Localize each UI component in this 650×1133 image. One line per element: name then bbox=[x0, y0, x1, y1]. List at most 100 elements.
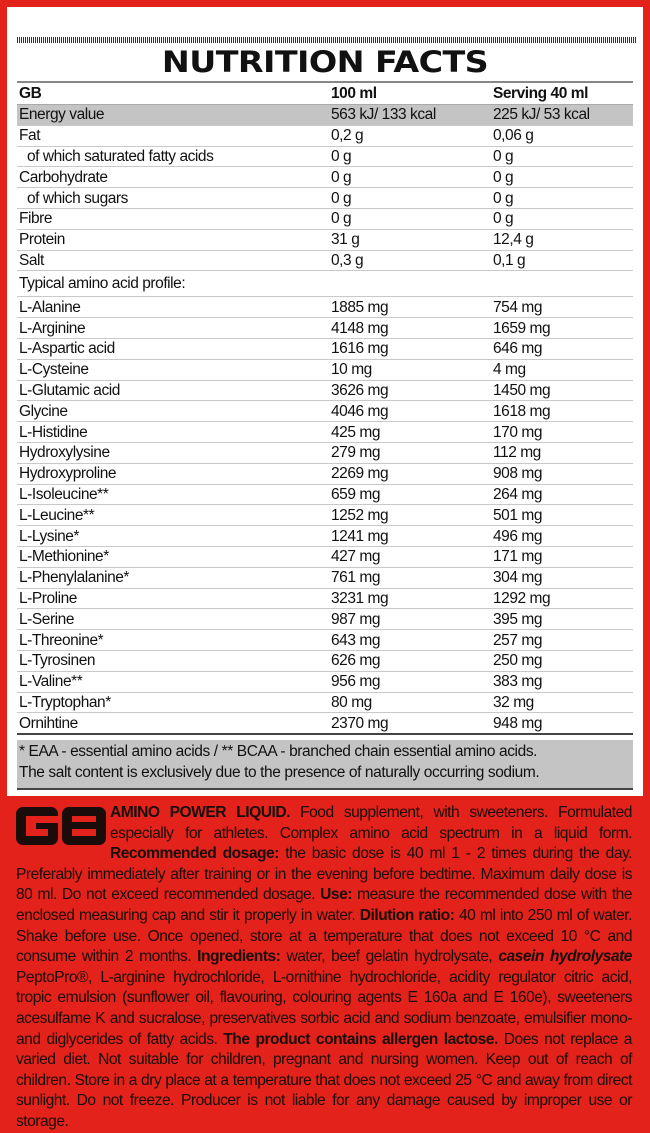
table-row: Ornihtine 2370 mg 948 mg bbox=[17, 712, 633, 736]
value-100ml: 80 mg bbox=[329, 692, 491, 714]
nutrient-name: L-Arginine bbox=[17, 317, 329, 339]
value-100ml: 0,3 g bbox=[329, 250, 491, 272]
table-row: L-Leucine** 1252 mg 501 mg bbox=[17, 504, 633, 527]
value-serving: 754 mg bbox=[491, 296, 633, 319]
table-row: L-Cysteine 10 mg 4 mg bbox=[17, 359, 633, 381]
gb-logo bbox=[16, 807, 106, 845]
value-100ml: 2370 mg bbox=[329, 712, 491, 736]
table-row: Salt 0,3 g 0,1 g bbox=[17, 250, 633, 272]
value-serving: 0 g bbox=[491, 166, 633, 189]
nutrient-name: L-Cysteine bbox=[17, 359, 329, 381]
table-row: L-Aspartic acid 1616 mg 646 mg bbox=[17, 338, 633, 360]
info-segment: Dilution ratio: bbox=[359, 906, 455, 924]
value-serving: 304 mg bbox=[491, 567, 633, 589]
table-row: L-Serine 987 mg 395 mg bbox=[17, 608, 633, 631]
nutrient-name: Ornihtine bbox=[17, 712, 329, 736]
value-serving: 257 mg bbox=[491, 629, 633, 651]
value-100ml: 0,2 g bbox=[329, 125, 491, 147]
table-header: GB 100 ml Serving 40 ml bbox=[17, 81, 633, 105]
value-serving: 4 mg bbox=[491, 359, 633, 381]
nutrient-name: L-Histidine bbox=[17, 421, 329, 443]
value-serving: 112 mg bbox=[491, 442, 633, 464]
value-100ml: 10 mg bbox=[329, 359, 491, 381]
nutrient-name: L-Methionine* bbox=[17, 546, 329, 568]
value-serving: 496 mg bbox=[491, 525, 633, 547]
info-segment: Recommended dosage: bbox=[110, 845, 279, 863]
info-segment: Ingredients: bbox=[197, 948, 281, 966]
nutrient-name: Hydroxylysine bbox=[17, 442, 329, 464]
value-100ml: 1252 mg bbox=[329, 504, 491, 527]
nutrient-name: L-Leucine** bbox=[17, 504, 329, 527]
table-row: Fat 0,2 g 0,06 g bbox=[17, 125, 633, 147]
table-row: L-Glutamic acid 3626 mg 1450 mg bbox=[17, 380, 633, 402]
value-100ml: 1241 mg bbox=[329, 525, 491, 547]
nutrient-name: L-Valine** bbox=[17, 671, 329, 693]
header-col-100ml: 100 ml bbox=[329, 81, 491, 105]
value-serving: 0 g bbox=[491, 146, 633, 168]
value-serving: 250 mg bbox=[491, 650, 633, 672]
nutrient-name: Hydroxyproline bbox=[17, 463, 329, 485]
info-segment: The product contains allergen lactose. bbox=[223, 1030, 498, 1048]
table-row: L-Proline 3231 mg 1292 mg bbox=[17, 588, 633, 610]
table-row: Energy value 563 kJ/ 133 kcal 225 kJ/ 53 k… bbox=[17, 104, 633, 126]
nutrient-name: L-Lysine* bbox=[17, 525, 329, 547]
page-title: NUTRITION FACTS bbox=[161, 45, 489, 79]
nutrient-name: L-Proline bbox=[17, 588, 329, 610]
value-serving: 0 g bbox=[491, 208, 633, 230]
nutrient-name: Salt bbox=[17, 250, 329, 272]
value-100ml: 626 mg bbox=[329, 650, 491, 672]
value-serving: 501 mg bbox=[491, 504, 633, 527]
value-serving: 1292 mg bbox=[491, 588, 633, 610]
value-100ml: 279 mg bbox=[329, 442, 491, 464]
info-segment: 40 ml into 250 ml of water. Shake before… bbox=[16, 906, 633, 966]
info-segment: AMINO POWER LIQUID. bbox=[110, 804, 290, 821]
value-serving: 32 mg bbox=[491, 692, 633, 714]
table-row: L-Threonine* 643 mg 257 mg bbox=[17, 629, 633, 651]
nutrient-name: Fat bbox=[17, 125, 329, 147]
footnote: The salt content is exclusively due to t… bbox=[19, 764, 540, 781]
nutrient-name: Carbohydrate bbox=[17, 166, 329, 189]
nutrient-name: L-Threonine* bbox=[17, 629, 329, 651]
nutrient-name: L-Glutamic acid bbox=[17, 380, 329, 402]
table-row: Hydroxylysine 279 mg 112 mg bbox=[17, 442, 633, 464]
nutrient-name: L-Phenylalanine* bbox=[17, 567, 329, 589]
value-serving: 908 mg bbox=[491, 463, 633, 485]
value-100ml: 3626 mg bbox=[329, 380, 491, 402]
value-100ml: 1616 mg bbox=[329, 338, 491, 360]
value-serving: 1618 mg bbox=[491, 400, 633, 423]
nutrient-name: L-Aspartic acid bbox=[17, 338, 329, 360]
value-100ml: 425 mg bbox=[329, 421, 491, 443]
nutrient-name: of which sugars bbox=[17, 187, 329, 209]
info-segment: Food supplement, with sweeteners. Formul… bbox=[110, 804, 633, 842]
table-row: L-Valine** 956 mg 383 mg bbox=[17, 671, 633, 693]
table-row: L-Tyrosinen 626 mg 250 mg bbox=[17, 650, 633, 672]
value-serving: 1659 mg bbox=[491, 317, 633, 339]
value-serving: 12,4 g bbox=[491, 229, 633, 251]
value-serving: 383 mg bbox=[491, 671, 633, 693]
value-serving: 646 mg bbox=[491, 338, 633, 360]
table-row: L-Alanine 1885 mg 754 mg bbox=[17, 296, 633, 319]
table-row: L-Methionine* 427 mg 171 mg bbox=[17, 546, 633, 568]
value-100ml: 4148 mg bbox=[329, 317, 491, 339]
table-row: L-Lysine* 1241 mg 496 mg bbox=[17, 525, 633, 547]
info-segment: Use: bbox=[320, 886, 352, 904]
nutrient-name: L-Isoleucine** bbox=[17, 484, 329, 506]
nutrient-name: Energy value bbox=[17, 104, 329, 126]
value-100ml: 659 mg bbox=[329, 484, 491, 506]
nutrient-name: Glycine bbox=[17, 400, 329, 423]
value-100ml: 3231 mg bbox=[329, 588, 491, 610]
table-row: L-Isoleucine** 659 mg 264 mg bbox=[17, 484, 633, 506]
value-100ml: 0 g bbox=[329, 208, 491, 230]
table-row: L-Histidine 425 mg 170 mg bbox=[17, 421, 633, 443]
value-100ml: 0 g bbox=[329, 166, 491, 189]
value-serving: 0,06 g bbox=[491, 125, 633, 147]
table-row: Hydroxyproline 2269 mg 908 mg bbox=[17, 463, 633, 485]
product-description: AMINO POWER LIQUID. Food supplement, wit… bbox=[16, 804, 633, 1130]
value-100ml: 987 mg bbox=[329, 608, 491, 631]
value-100ml: 1885 mg bbox=[329, 296, 491, 319]
value-100ml: 4046 mg bbox=[329, 400, 491, 423]
